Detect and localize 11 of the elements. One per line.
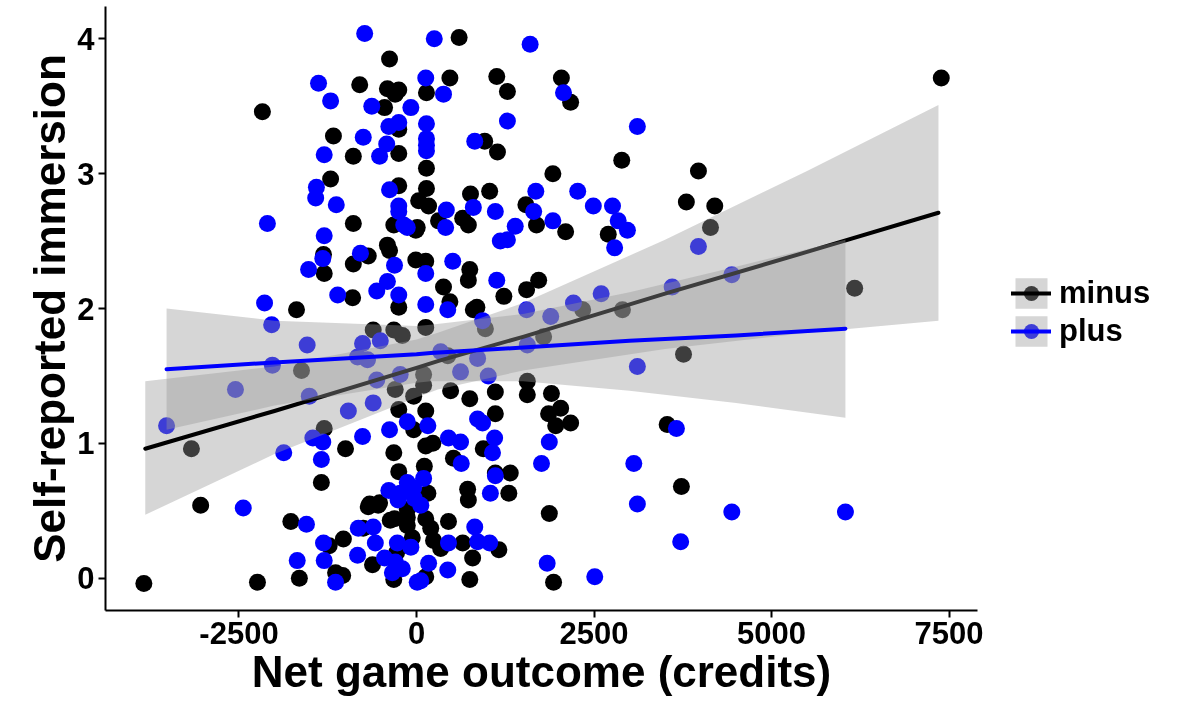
y-tick-label: 0	[77, 561, 95, 597]
x-tick-label: 7500	[914, 615, 984, 651]
y-tick-label: 2	[77, 291, 95, 327]
line-series	[143, 210, 941, 451]
y-tick-label: 1	[77, 426, 95, 462]
y-tick-label: 4	[77, 21, 96, 57]
legend-label: plus	[1059, 313, 1123, 349]
y-tick-label: 3	[77, 156, 95, 192]
line-series	[164, 326, 848, 372]
y-axis-title: Self-reported immersion	[25, 54, 75, 563]
legend-label: minus	[1059, 275, 1151, 311]
